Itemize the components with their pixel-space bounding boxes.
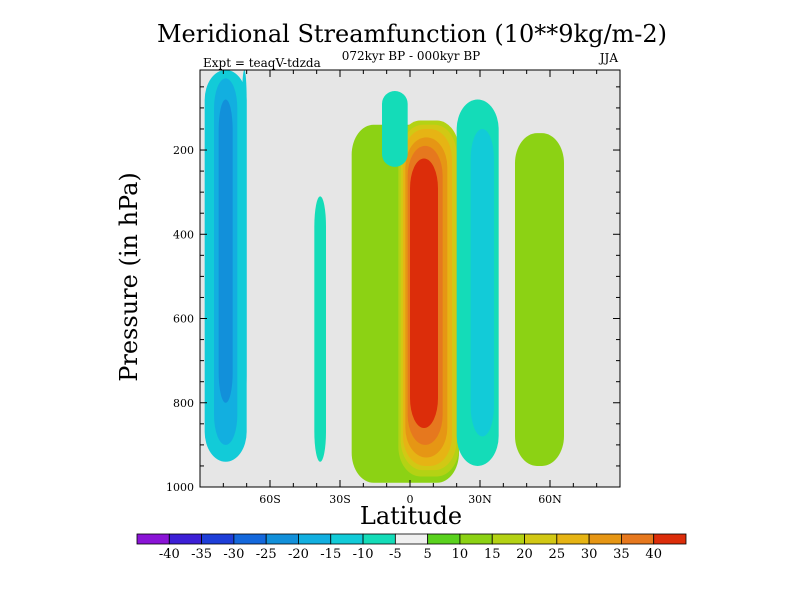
colorbar-swatch <box>394 533 429 545</box>
colorbar-label: -15 <box>320 547 341 562</box>
colorbar-swatch <box>459 533 493 545</box>
colorbar-swatch <box>362 533 396 545</box>
contour-region-11 <box>410 158 438 429</box>
contour-region-2 <box>218 99 233 403</box>
contour-region-15 <box>515 133 564 466</box>
colorbar-label: 20 <box>516 547 533 562</box>
chart-title: Meridional Streamfunction (10**9kg/m-2) <box>157 20 667 48</box>
colorbar-label: -10 <box>353 547 374 562</box>
contour-region-4 <box>314 196 326 462</box>
y-tick-label: 1000 <box>166 481 194 494</box>
y-axis-label: Pressure (in hPa) <box>115 172 143 382</box>
y-tick-label: 800 <box>173 397 194 410</box>
colorbar-label: 30 <box>581 547 598 562</box>
contour-region-12 <box>382 91 408 167</box>
x-tick-label: 30N <box>468 493 492 506</box>
colorbar-label: -35 <box>191 547 212 562</box>
season-label: JJA <box>598 51 619 65</box>
colorbar-swatch <box>556 533 590 545</box>
contour-region-3 <box>242 70 247 403</box>
colorbar-label: 5 <box>424 547 432 562</box>
colorbar-swatch <box>233 533 267 545</box>
colorbar-label: -30 <box>223 547 244 562</box>
colorbar-label: -40 <box>159 547 180 562</box>
colorbar-label: -25 <box>256 547 277 562</box>
colorbar-swatch <box>524 533 558 545</box>
colorbar-swatch <box>265 533 299 545</box>
x-tick-label: 60N <box>538 493 562 506</box>
x-tick-label: 60S <box>259 493 281 506</box>
colorbar-label: 25 <box>549 547 566 562</box>
colorbar-swatch <box>330 533 364 545</box>
colorbar-swatch <box>201 533 235 545</box>
colorbar-swatch <box>298 533 332 545</box>
colorbar-swatch <box>653 533 687 545</box>
x-axis-label: Latitude <box>360 502 462 530</box>
x-tick-label: 0 <box>407 493 414 506</box>
colorbar: -40 -35 -30 -25 -20 -15 -10 -5 5 10 15 20 25 30 35 40 <box>136 533 687 562</box>
colorbar-swatch <box>491 533 525 545</box>
colorbar-swatch <box>136 533 170 545</box>
x-tick-label: 30S <box>329 493 351 506</box>
y-tick-label: 400 <box>173 228 194 241</box>
colorbar-label: 35 <box>613 547 630 562</box>
contour-layer <box>204 70 564 483</box>
axis-layer: 60S 30S 0 30N 60N 200 400 600 800 1000 <box>166 70 620 506</box>
y-tick-label: 600 <box>173 313 194 326</box>
colorbar-label: 40 <box>645 547 662 562</box>
y-tick-label: 200 <box>173 144 194 157</box>
colorbar-label: -5 <box>389 547 402 562</box>
colorbar-label: 15 <box>484 547 501 562</box>
period-label: 072kyr BP - 000kyr BP <box>342 49 480 63</box>
colorbar-swatch <box>168 533 202 545</box>
experiment-label: Expt = teaqV-tdzda <box>203 56 321 70</box>
contour-region-14 <box>470 128 494 437</box>
colorbar-label: 10 <box>452 547 469 562</box>
colorbar-label: -20 <box>288 547 309 562</box>
colorbar-swatch <box>588 533 622 545</box>
colorbar-swatch <box>621 533 655 545</box>
colorbar-swatch <box>427 533 461 545</box>
